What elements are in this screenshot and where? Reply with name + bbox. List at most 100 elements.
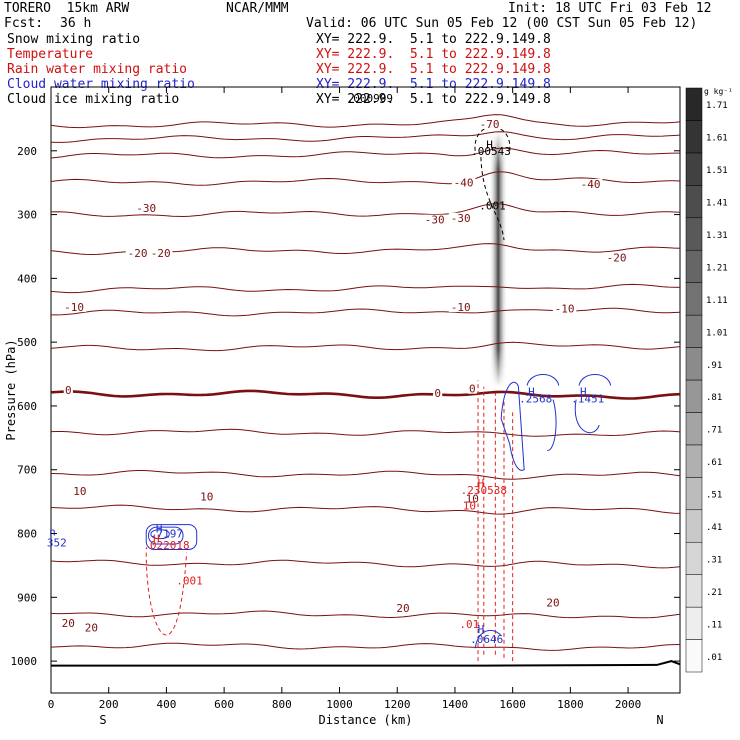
plot-frame bbox=[50, 86, 681, 694]
colorbar-label: 1.21 bbox=[706, 263, 728, 273]
label-bg bbox=[544, 597, 562, 608]
colorbar-label: .31 bbox=[706, 555, 722, 565]
colorbar-swatch bbox=[685, 444, 703, 478]
isotherm-label: -40 bbox=[454, 177, 474, 190]
init-time: Init: 18 UTC Fri 03 Feb 12 bbox=[508, 1, 712, 16]
rain-annotation: .022018 bbox=[143, 539, 189, 552]
water-annotation: n bbox=[49, 526, 56, 539]
colorbar-label: .71 bbox=[706, 426, 722, 436]
isotherm-label: 20 bbox=[62, 617, 75, 630]
colorbar-label: .81 bbox=[706, 393, 722, 403]
colorbar-swatch bbox=[685, 606, 703, 640]
isotherm-label: 20 bbox=[396, 602, 409, 615]
isotherm-label: -30 bbox=[425, 214, 445, 227]
isotherm-line bbox=[50, 341, 681, 352]
colorbar-units: g kg⁻¹ bbox=[704, 87, 733, 96]
isotherm-line bbox=[50, 642, 681, 651]
isotherm-line bbox=[50, 428, 681, 437]
water-annotation: H bbox=[580, 385, 587, 398]
cloud-water-contour bbox=[526, 374, 560, 452]
forecast-hours: 36 h bbox=[60, 16, 92, 31]
colorbar-swatch bbox=[685, 412, 703, 446]
cloud-water-contour bbox=[500, 381, 525, 471]
x-tick-label: 2000 bbox=[615, 698, 642, 711]
south-label: S bbox=[99, 713, 106, 727]
colorbar-label: .91 bbox=[706, 361, 722, 371]
colorbar-swatch bbox=[685, 639, 703, 673]
label-bg bbox=[477, 118, 502, 129]
colorbar-label: 1.11 bbox=[706, 296, 728, 306]
colorbar-label: .11 bbox=[706, 620, 722, 630]
isotherm-label: -10 bbox=[451, 301, 471, 314]
field-xy: XY= 222.9. 5.1 to 222.9.149.8 bbox=[316, 47, 551, 62]
x-tick-label: 1400 bbox=[442, 698, 469, 711]
label-bg bbox=[552, 303, 577, 314]
isotherm-label: 10 bbox=[73, 485, 86, 498]
colorbar-label: 1.51 bbox=[706, 166, 728, 176]
forecast-label: Fcst: bbox=[4, 16, 44, 31]
isotherm-line bbox=[50, 147, 680, 159]
isotherm-label: 20 bbox=[546, 596, 559, 609]
cloud-water-contour bbox=[150, 529, 170, 540]
water-annotation: H bbox=[478, 623, 485, 636]
x-axis-label: Distance (km) bbox=[319, 713, 413, 727]
label-bg bbox=[125, 247, 150, 258]
isotherm-line bbox=[50, 171, 681, 186]
rain-annotation: H bbox=[153, 533, 160, 546]
label-bg bbox=[62, 302, 86, 313]
colorbar-label: 1.71 bbox=[706, 101, 728, 111]
x-tick-label: 1600 bbox=[499, 698, 526, 711]
colorbar-swatch bbox=[685, 509, 703, 543]
field-name: Temperature bbox=[7, 47, 94, 62]
ice-annotation: H bbox=[486, 138, 493, 151]
x-tick-label: 1200 bbox=[384, 698, 411, 711]
water-annotation: .1451 bbox=[571, 392, 604, 405]
colorbar-label: .51 bbox=[706, 491, 722, 501]
valid-time: Valid: 06 UTC Sun 05 Feb 12 (00 CST Sun … bbox=[306, 16, 698, 31]
y-tick-label: 700 bbox=[17, 464, 37, 477]
rain-water-contour bbox=[477, 380, 514, 662]
isotherm-label: 10 bbox=[200, 491, 213, 504]
colorbar-label: 1.01 bbox=[706, 328, 728, 338]
label-bg bbox=[148, 247, 173, 258]
field-name: Snow mixing ratio bbox=[7, 32, 141, 47]
isotherm-line bbox=[50, 283, 681, 294]
rain-annotation: .001 bbox=[176, 575, 203, 588]
isotherm-line bbox=[50, 559, 681, 569]
water-annotation: .0646 bbox=[470, 633, 503, 646]
colorbar-label: 1.61 bbox=[706, 134, 728, 144]
isotherm-line bbox=[50, 504, 681, 515]
y-tick-label: 300 bbox=[17, 209, 37, 222]
isotherm-line bbox=[50, 131, 681, 143]
field-name: Rain water mixing ratio bbox=[7, 62, 188, 77]
colorbar-swatch bbox=[685, 541, 703, 575]
field-xy: XY= 222.9. 5.1 to 222.9.149.8 bbox=[316, 62, 551, 77]
terrain-line bbox=[51, 660, 681, 667]
colorbar-swatch bbox=[685, 477, 703, 511]
label-bg bbox=[448, 212, 473, 223]
x-tick-label: 400 bbox=[156, 698, 176, 711]
isotherm-line bbox=[50, 610, 681, 619]
colorbar-label: .21 bbox=[706, 588, 722, 598]
isotherm-label: -20 bbox=[151, 247, 171, 260]
colorbar-label: .61 bbox=[706, 458, 722, 468]
y-tick-label: 900 bbox=[17, 591, 37, 604]
field-xy: XY= 222.9. 5.1 to 222.9.149.8 bbox=[316, 92, 551, 107]
label-bg bbox=[71, 485, 89, 496]
colorbar-swatch bbox=[685, 282, 703, 316]
colorbar-swatch bbox=[685, 314, 703, 348]
rain-annotation: .230538 bbox=[461, 484, 507, 497]
water-annotation: H bbox=[528, 385, 535, 398]
colorbar-swatch bbox=[685, 379, 703, 413]
colorbar-swatch bbox=[685, 574, 703, 608]
rain-annotation: 10 bbox=[463, 499, 476, 512]
label-bg bbox=[198, 491, 216, 502]
cloud-water-contour bbox=[574, 374, 612, 434]
x-tick-label: 1000 bbox=[326, 698, 353, 711]
cloud-water-contour bbox=[148, 526, 184, 545]
field-name: Cloud ice mixing ratio bbox=[7, 92, 180, 107]
isotherm-label: -20 bbox=[607, 251, 627, 264]
ice-annotation: .00543 bbox=[471, 145, 511, 158]
field-xy: XY= 222.9. 5.1 to 222.9.149.8 bbox=[316, 77, 551, 92]
x-tick-label: 800 bbox=[272, 698, 292, 711]
